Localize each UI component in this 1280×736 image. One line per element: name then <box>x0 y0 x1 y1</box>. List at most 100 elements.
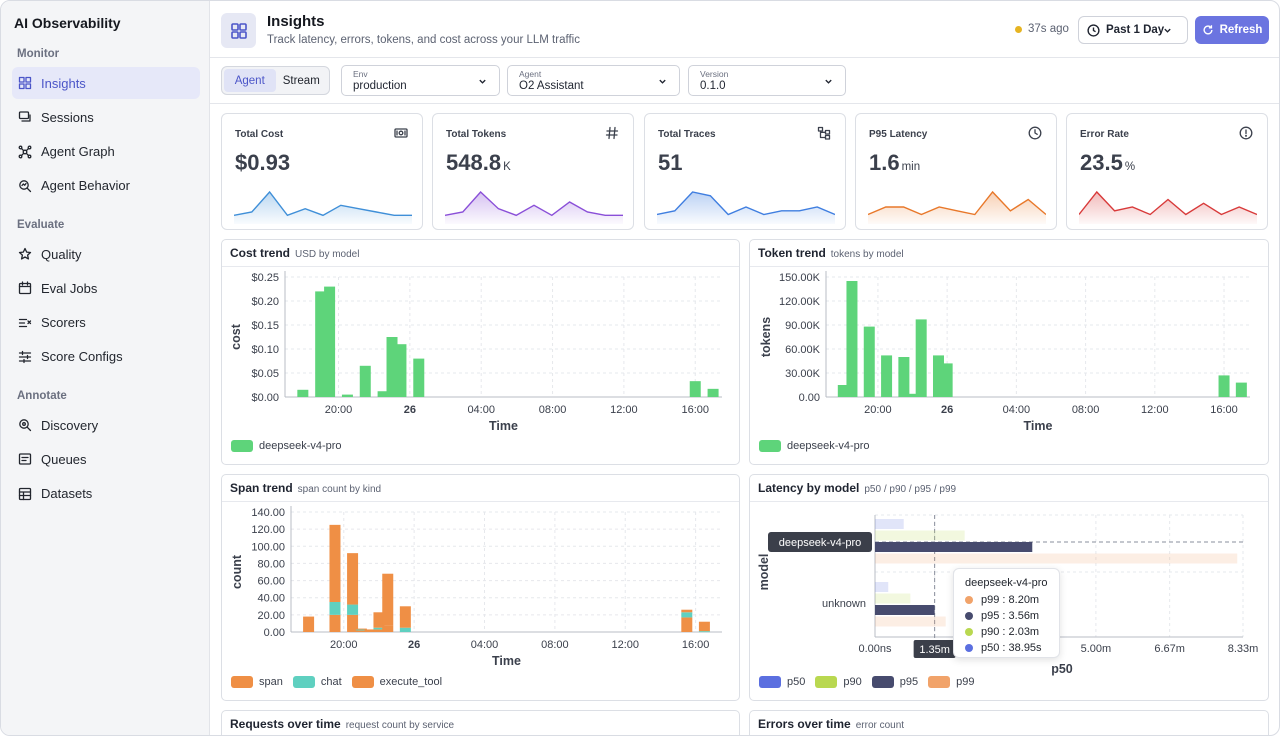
sidebar-item-agent-behavior[interactable]: Agent Behavior <box>12 170 200 202</box>
bar-deepseek-v4-pro[interactable] <box>324 286 336 397</box>
bar-deepseek-v4-pro[interactable] <box>297 389 309 397</box>
bar-deepseek-v4-pro[interactable] <box>386 337 398 397</box>
kpi-card-p95-latency[interactable]: P95 Latency 1.6 min <box>855 113 1057 230</box>
sparkline-line <box>445 190 623 217</box>
y-tick-label: 120.00 <box>251 524 285 536</box>
sidebar-item-agent-graph[interactable]: Agent Graph <box>12 136 200 168</box>
bar-deepseek-v4-pro[interactable] <box>377 391 389 397</box>
latency-bar-p99[interactable] <box>875 553 1238 564</box>
time-range-button[interactable]: Past 1 Day <box>1078 16 1188 44</box>
sidebar-item-scorers[interactable]: Scorers <box>12 307 200 339</box>
refresh-label: Refresh <box>1219 24 1263 36</box>
star-icon-wrap <box>18 247 32 261</box>
bar-chat[interactable] <box>681 612 693 618</box>
span-trend-chart[interactable]: 0.00 20.00 40.00 60.00 80.00 100.00 120.00 140.… <box>222 502 740 701</box>
sidebar-item-quality[interactable]: Quality <box>12 238 200 270</box>
bar-execute_tool[interactable] <box>355 628 367 630</box>
bar-deepseek-v4-pro[interactable] <box>932 355 944 397</box>
mode-tab-stream[interactable]: Stream <box>282 74 320 87</box>
bar-span[interactable] <box>681 617 693 632</box>
legend-item-deepseek-v4-pro[interactable]: deepseek-v4-pro <box>759 440 870 452</box>
bar-execute_tool[interactable] <box>347 553 359 605</box>
cost-trend-chart[interactable]: $0.00 $0.05 $0.10 $0.15 $0.20 $0.25 20:00 26 04:… <box>222 267 740 465</box>
chevron-down-icon <box>825 79 832 84</box>
sidebar-item-discovery[interactable]: Discovery <box>12 409 200 441</box>
bar-execute_tool[interactable] <box>399 606 411 628</box>
y-tick-label: 140.00 <box>251 507 285 519</box>
legend-item-p99[interactable]: p99 <box>928 676 974 688</box>
bar-chat[interactable] <box>347 604 359 615</box>
bar-deepseek-v4-pro[interactable] <box>315 291 327 397</box>
version-select[interactable]: Version 0.1.0 <box>688 65 846 96</box>
bar-deepseek-v4-pro[interactable] <box>395 344 407 397</box>
legend-item-chat[interactable]: chat <box>292 676 342 688</box>
sidebar-item-label: Datasets <box>41 486 93 502</box>
sidebar-item-score-configs[interactable]: Score Configs <box>12 341 200 373</box>
p99-dot-icon <box>965 596 973 604</box>
bar-execute_tool[interactable] <box>681 609 693 613</box>
bar-deepseek-v4-pro[interactable] <box>1235 382 1247 397</box>
bar-deepseek-v4-pro[interactable] <box>707 388 719 397</box>
bar-chat[interactable] <box>373 627 385 630</box>
bar-deepseek-v4-pro[interactable] <box>689 381 701 397</box>
bar-chat[interactable] <box>329 602 341 615</box>
bar-deepseek-v4-pro[interactable] <box>1218 375 1230 397</box>
legend-item-span[interactable]: span <box>231 676 283 688</box>
legend-item-deepseek-v4-pro[interactable]: deepseek-v4-pro <box>231 440 342 452</box>
bar-deepseek-v4-pro[interactable] <box>907 393 919 397</box>
agent-select[interactable]: Agent O2 Assistant <box>507 65 680 96</box>
bar-deepseek-v4-pro[interactable] <box>837 385 849 397</box>
legend-item-p95[interactable]: p95 <box>871 676 918 688</box>
bar-deepseek-v4-pro[interactable] <box>413 358 425 397</box>
bar-span[interactable] <box>347 614 359 632</box>
bar-span[interactable] <box>355 630 367 632</box>
latency-chart[interactable]: unknown deepseek-v4-pro 0.00ns 5.00m 6.67m 8.… <box>750 502 1269 701</box>
bar-span[interactable] <box>364 629 376 632</box>
latency-bar-p50[interactable] <box>875 519 904 529</box>
legend-item-execute_tool[interactable]: execute_tool <box>351 676 442 688</box>
env-select[interactable]: Env production <box>341 65 500 96</box>
kpi-card-error-rate[interactable]: Error Rate 23.5% <box>1066 113 1268 230</box>
refresh-button[interactable]: Refresh <box>1195 16 1269 44</box>
sidebar-item-insights[interactable]: Insights <box>12 67 200 99</box>
legend-label: chat <box>320 676 342 688</box>
bar-deepseek-v4-pro[interactable] <box>915 319 927 397</box>
sidebar-item-sessions[interactable]: Sessions <box>12 101 200 133</box>
bar-execute_tool[interactable] <box>373 612 385 628</box>
bar-chat[interactable] <box>698 631 710 633</box>
token-trend-chart[interactable]: 0.00 30.00K 60.00K 90.00K 120.00K 150.00K 20:0… <box>750 267 1269 465</box>
latency-bar-p90[interactable] <box>875 593 911 604</box>
bar-deepseek-v4-pro[interactable] <box>898 357 910 397</box>
bar-span[interactable] <box>329 614 341 632</box>
kpi-card-total-cost[interactable]: Total Cost $0.93 <box>221 113 423 230</box>
bar-execute_tool[interactable] <box>698 621 710 632</box>
latency-bar-p95[interactable] <box>875 542 1033 552</box>
bar-deepseek-v4-pro[interactable] <box>863 326 875 397</box>
kpi-card-total-traces[interactable]: Total Traces 51 <box>644 113 846 230</box>
legend-item-p50[interactable]: p50 <box>759 676 805 688</box>
bar-deepseek-v4-pro[interactable] <box>341 394 353 397</box>
mode-tab-agent[interactable]: Agent <box>224 69 276 92</box>
sidebar-item-queues[interactable]: Queues <box>12 443 200 475</box>
latency-bar-p95[interactable] <box>875 605 935 615</box>
bar-deepseek-v4-pro[interactable] <box>941 363 953 397</box>
kpi-card-total-tokens[interactable]: Total Tokens 548.8 K <box>432 113 634 230</box>
sidebar-item-eval-jobs[interactable]: Eval Jobs <box>12 272 200 304</box>
bar-execute_tool[interactable] <box>329 524 341 602</box>
bar-span[interactable] <box>382 625 394 632</box>
sidebar: AI Observability Monitor Insights Sessions… <box>1 1 210 735</box>
bar-deepseek-v4-pro[interactable] <box>881 355 893 397</box>
latency-bar-p90[interactable] <box>875 530 965 541</box>
bar-execute_tool[interactable] <box>382 573 394 626</box>
bar-chat[interactable] <box>355 629 367 631</box>
latency-bar-p99[interactable] <box>875 616 946 627</box>
latency-bar-p50[interactable] <box>875 582 889 592</box>
sidebar-item-datasets[interactable]: Datasets <box>12 478 200 510</box>
bar-deepseek-v4-pro[interactable] <box>359 365 371 397</box>
bar-span[interactable] <box>303 616 315 632</box>
legend-item-p90[interactable]: p90 <box>815 676 862 688</box>
bar-deepseek-v4-pro[interactable] <box>846 281 858 397</box>
bar-span[interactable] <box>373 629 385 632</box>
y-tick-label: 150.00K <box>779 272 821 284</box>
bar-chat[interactable] <box>399 627 411 632</box>
